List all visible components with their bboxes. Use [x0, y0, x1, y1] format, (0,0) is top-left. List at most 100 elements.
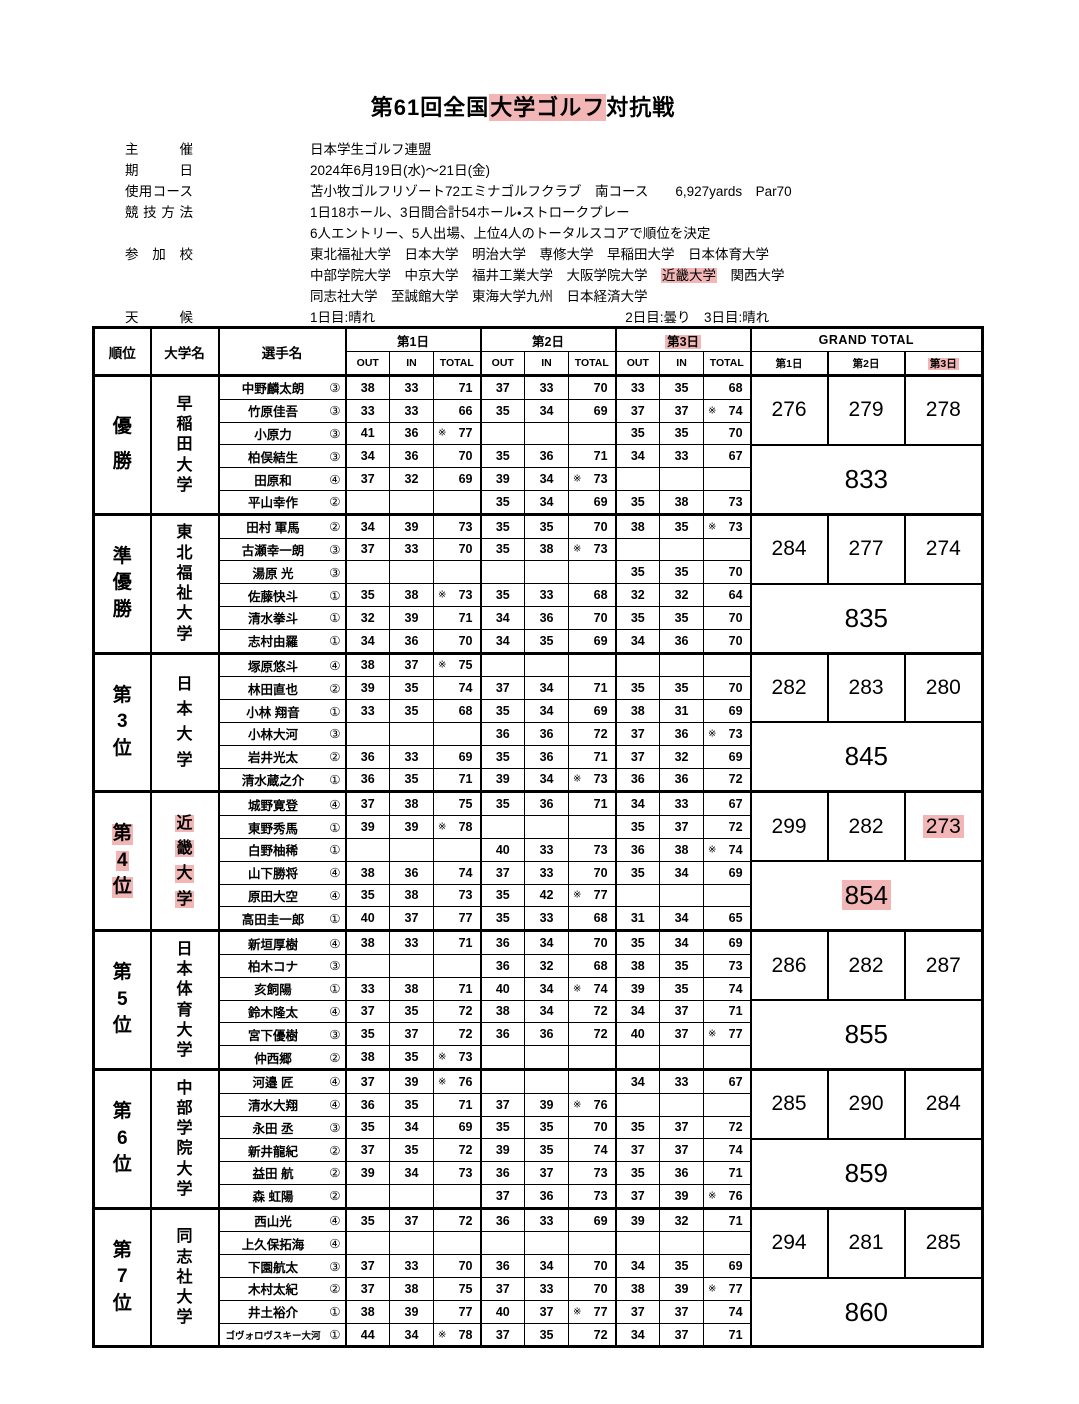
score-total-day3: 71 — [703, 1206, 752, 1233]
player-name: 亥飼陽 — [254, 983, 292, 998]
score-total-value: 77 — [458, 426, 473, 441]
score-out-day2: 35 — [479, 744, 526, 769]
player-grade: ② — [329, 681, 341, 696]
score-out-day3: 35 — [614, 489, 661, 515]
grand-day1-total: 299 — [749, 790, 829, 862]
score-total-day2: 68 — [568, 953, 617, 978]
excluded-score-mark: ※ — [438, 1051, 447, 1063]
player-grade: ① — [329, 982, 341, 997]
player-name: 清水大翔 — [247, 1099, 298, 1114]
score-total-day2 — [568, 651, 617, 678]
table-row: 第 5 位日本体育大学新垣厚樹 ④ 38 33 71 36 34 70 35 34 69 286 282 28… — [93, 929, 984, 1070]
score-out-day2: 35 — [479, 883, 526, 908]
score-in-day3 — [659, 1231, 705, 1256]
player-grade: ② — [329, 1189, 341, 1204]
info-value: 日本学生ゴルフ連盟 — [310, 138, 432, 158]
excluded-score-mark: ※ — [573, 773, 582, 785]
score-in-day2: 36 — [524, 790, 570, 817]
score-out-day3: 35 — [614, 605, 661, 630]
score-out-day3: 37 — [614, 398, 661, 423]
score-in-day3: 35 — [659, 605, 705, 630]
grand-day2-total: 290 — [826, 1067, 906, 1140]
university-cell: 早稲田大学 — [149, 374, 219, 515]
score-out-day2: 35 — [479, 537, 526, 562]
score-total-day1: 73 — [432, 1161, 482, 1185]
score-total-day2: 69 — [568, 699, 617, 723]
score-out-day1: 34 — [344, 628, 390, 654]
header-grand-total: GRAND TOTAL — [749, 327, 984, 352]
score-out-day1: 33 — [344, 699, 390, 723]
rank-cell: 準優勝 — [93, 512, 151, 654]
score-total-day1 — [432, 953, 482, 978]
table-row: 準優勝東北福祉大学田村 軍馬 ② 34 39 73 35 35 70 38 35 ※ 73 284 277… — [93, 512, 984, 654]
score-in-day2: 34 — [524, 398, 570, 423]
score-total-day1: 77 — [432, 906, 482, 932]
player-grade: ③ — [329, 542, 341, 557]
score-out-day2: 35 — [479, 790, 526, 817]
player-name: 塚原悠斗 — [247, 659, 298, 674]
player-grade: ③ — [329, 381, 341, 396]
score-total-day1: 73 — [432, 512, 482, 539]
player-cell: 永田 丞 ③ — [217, 1115, 346, 1140]
player-cell: 佐藤快斗 ① — [217, 583, 346, 607]
score-total-day2: 69 — [568, 1206, 617, 1233]
score-total-day3: ※ 77 — [703, 1022, 752, 1047]
grand-day1-total: 294 — [749, 1206, 829, 1279]
player-grade: ① — [329, 634, 341, 649]
table-row: 下園航太 ③ 37 33 70 36 34 70 34 35 69 — [94, 1254, 983, 1279]
score-out-day2 — [479, 1045, 526, 1070]
score-total-day3: 71 — [703, 1322, 752, 1348]
info-row: 競技方法 1日18ホール、3日間合計54ホール・ストロークプレー — [125, 200, 885, 221]
score-out-day1: 44 — [344, 1322, 390, 1348]
info-label: 期 日 — [125, 162, 193, 178]
player-grade: ① — [329, 911, 341, 926]
score-in-day3: 37 — [659, 398, 705, 423]
score-out-day2: 35 — [479, 1115, 526, 1140]
score-total-value: 74 — [593, 981, 608, 996]
score-total-value: 73 — [593, 542, 608, 557]
player-grade: ② — [329, 520, 341, 535]
excluded-score-mark: ※ — [708, 521, 717, 533]
player-cell: 小林大河 ③ — [217, 721, 346, 746]
score-total-day3: 74 — [703, 1299, 752, 1324]
table-row: 宮下優樹 ③ 35 37 72 36 36 72 40 37 ※ 77 — [94, 1022, 983, 1047]
score-in-day1: 34 — [389, 1161, 434, 1185]
info-row: 期 日 2024年6月19日(水)～21日(金) — [125, 158, 885, 179]
header-university: 大学名 — [149, 327, 219, 377]
university-label: 中部学院大学 — [176, 1079, 193, 1198]
score-total-day2: 71 — [568, 790, 617, 817]
info-text: 関西大学 — [717, 267, 785, 283]
score-total-day2: 71 — [568, 744, 617, 769]
score-in-day2: 34 — [524, 489, 570, 515]
score-out-day1: 36 — [344, 744, 390, 769]
score-in-day2: 33 — [524, 860, 570, 885]
score-in-day3: 33 — [659, 444, 705, 469]
score-out-day1: 35 — [344, 1115, 390, 1140]
university-label: 近畿大学 — [175, 814, 194, 908]
score-in-day2: 34 — [524, 467, 570, 491]
score-out-day2: 35 — [479, 489, 526, 515]
score-out-day3 — [614, 651, 661, 678]
score-out-day1: 39 — [344, 815, 390, 839]
score-out-day3 — [614, 883, 661, 908]
score-out-day1: 35 — [344, 883, 390, 908]
score-total-value: 74 — [728, 403, 743, 418]
player-cell: 柏木コナ ③ — [217, 953, 346, 978]
score-in-day3: 32 — [659, 583, 705, 607]
score-total-day1: 70 — [432, 628, 482, 654]
score-total-day3: ※ 74 — [703, 837, 752, 862]
score-total-day1 — [432, 837, 482, 862]
score-in-day1: 35 — [389, 1045, 434, 1070]
score-total-day1: 69 — [432, 467, 482, 491]
info-label: 競技方法 — [125, 204, 193, 220]
score-in-day3: 38 — [659, 837, 705, 862]
player-grade: ④ — [329, 1075, 341, 1090]
table-row: 柏俣結生 ③ 34 36 70 35 36 71 34 33 67 833 — [94, 443, 984, 515]
player-grade: ② — [329, 1282, 341, 1297]
score-in-day3 — [659, 1045, 705, 1070]
player-grade: ③ — [329, 426, 341, 441]
score-in-day3: 35 — [659, 512, 705, 539]
player-name: 小林大河 — [247, 728, 298, 743]
score-in-day1 — [389, 1231, 434, 1256]
